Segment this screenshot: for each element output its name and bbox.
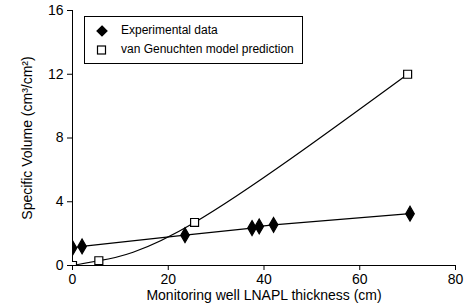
svg-text:16: 16 — [48, 2, 64, 18]
svg-text:4: 4 — [56, 193, 64, 209]
svg-text:40: 40 — [256, 271, 272, 287]
svg-text:60: 60 — [352, 271, 368, 287]
svg-text:80: 80 — [448, 271, 464, 287]
svg-text:20: 20 — [160, 271, 176, 287]
svg-text:12: 12 — [48, 66, 64, 82]
svg-text:0: 0 — [56, 257, 64, 273]
svg-text:0: 0 — [69, 271, 77, 287]
html-text:van Genuchten model prediction: van Genuchten model prediction — [121, 42, 294, 56]
svg-text:8: 8 — [56, 129, 64, 145]
svg-text:Specific Volume (cm³/cm²): Specific Volume (cm³/cm²) — [19, 56, 35, 219]
html-text:Experimental data: Experimental data — [121, 23, 218, 37]
svg-text:Monitoring well LNAPL thicknes: Monitoring well LNAPL thickness (cm) — [146, 287, 381, 303]
